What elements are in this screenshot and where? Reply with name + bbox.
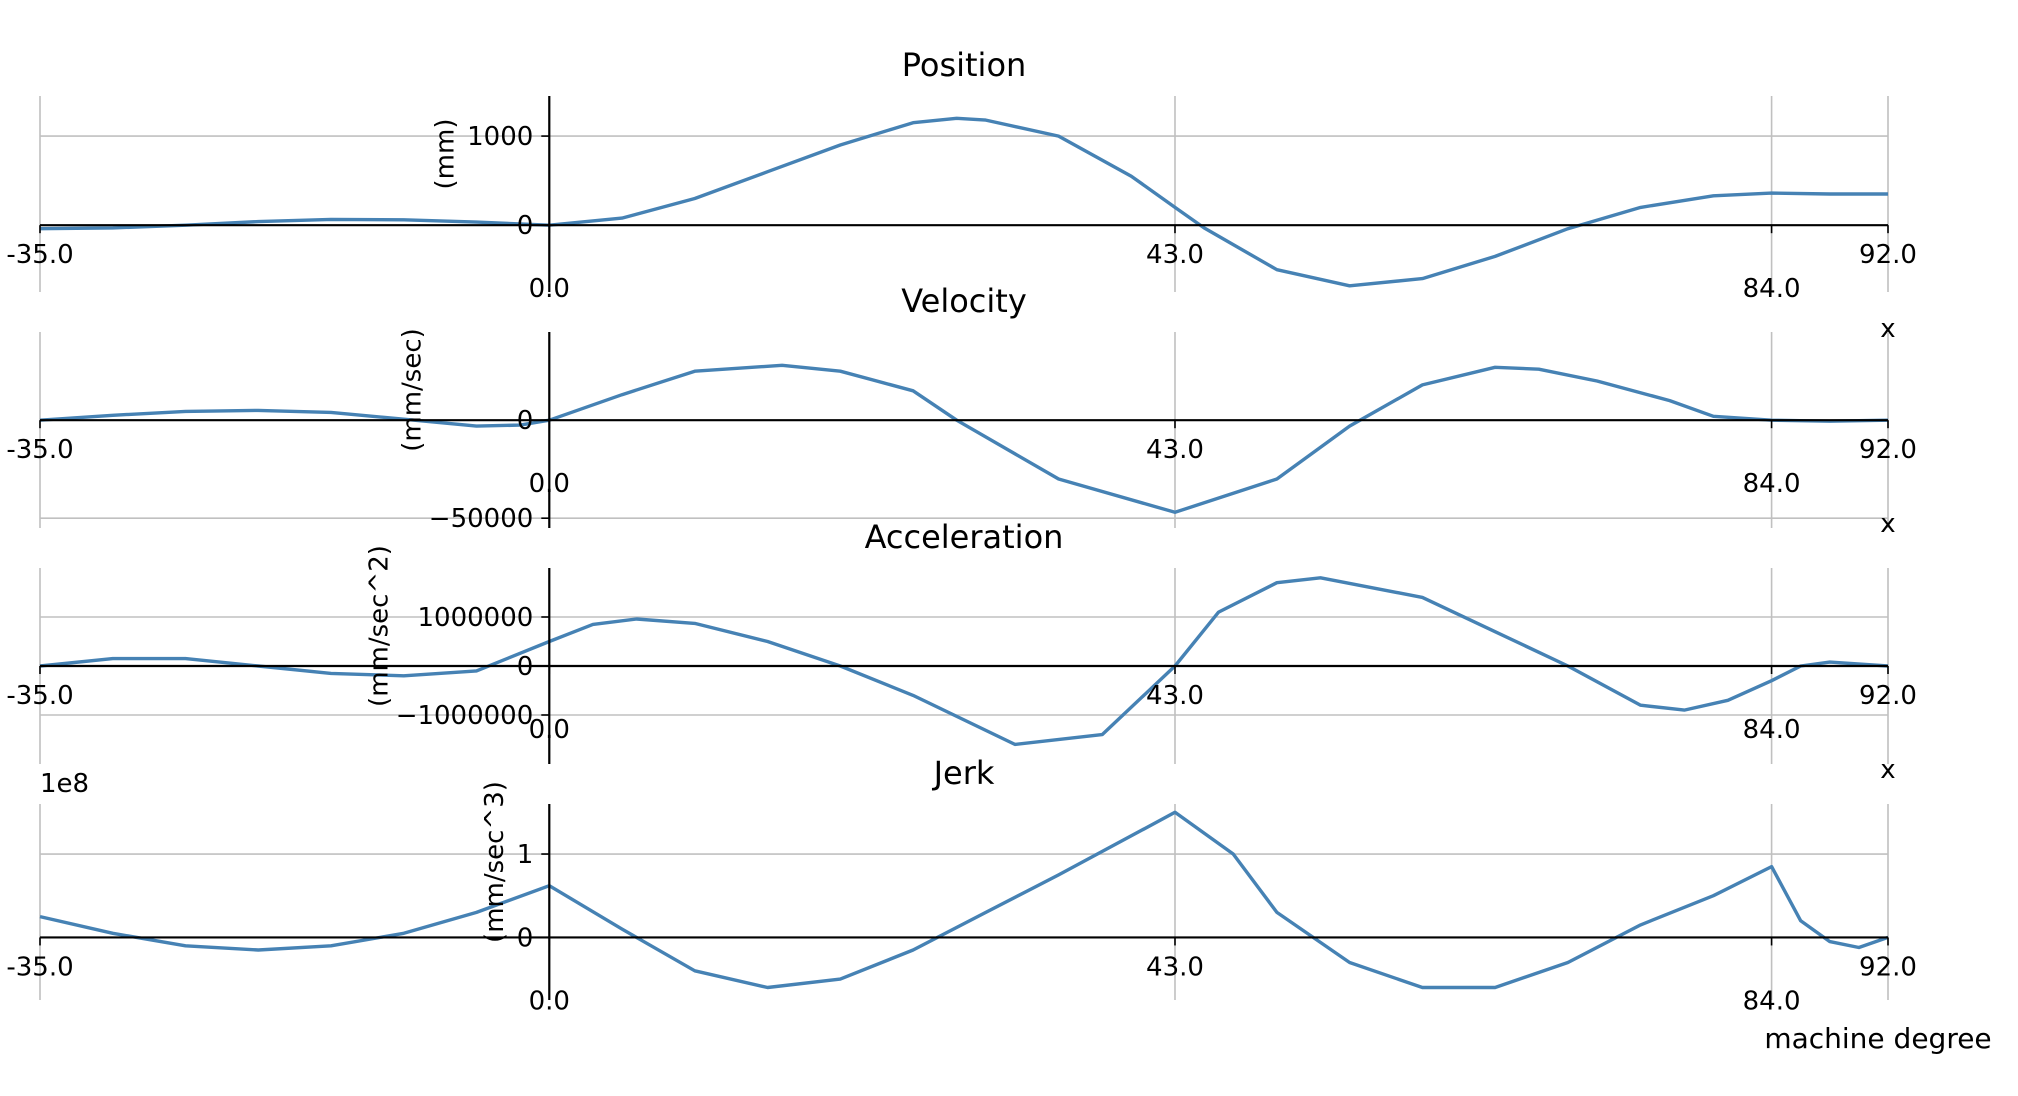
velocity-y-tick-label: 0	[517, 406, 534, 436]
position-x-tick-label: -35.0	[6, 240, 73, 270]
velocity-y-tick-label: −50000	[429, 504, 534, 534]
jerk-x-tick-label: -35.0	[6, 952, 73, 982]
acceleration-y-label: (mm/sec^2)	[364, 545, 394, 707]
position-y-tick-label: 1000	[467, 122, 533, 152]
velocity-x-tick-label: 0.0	[529, 469, 570, 499]
velocity-chart: -35.0 43.0 92.0 0.0 84.0 −50000 0 Velocity (mm/s…	[6, 282, 1917, 539]
position-y-label: (mm)	[430, 119, 460, 190]
velocity-x-tick-label: 84.0	[1743, 469, 1801, 499]
position-chart: -35.0 43.0 92.0 0.0 84.0 0 1000 Position (mm) x	[6, 46, 1917, 344]
acceleration-series-line	[39, 576, 1889, 747]
x-axis-label: machine degree	[1764, 1022, 1991, 1055]
velocity-x-tick-label: 43.0	[1146, 435, 1204, 465]
jerk-series-line	[39, 810, 1889, 990]
position-x-tick-label: 84.0	[1743, 274, 1801, 304]
jerk-y-label: (mm/sec^3)	[480, 781, 510, 943]
acceleration-x-tick-label: -35.0	[6, 681, 73, 711]
acceleration-x-tick-label: 84.0	[1743, 715, 1801, 745]
jerk-x-tick-label: 43.0	[1146, 952, 1204, 982]
position-x-tick-label: 92.0	[1859, 240, 1917, 270]
position-y-tick-label: 0	[517, 211, 534, 241]
acceleration-y-tick-label: 0	[517, 652, 534, 682]
jerk-chart: -35.0 43.0 92.0 0.0 84.0 0 1 Jerk (mm/sec^3) 1e8	[6, 754, 1917, 1016]
jerk-y-tick-label: 0	[517, 923, 534, 953]
jerk-x-tick-label: 84.0	[1743, 986, 1801, 1016]
acceleration-x-tick-label: 43.0	[1146, 681, 1204, 711]
velocity-series-line	[39, 363, 1889, 514]
acceleration-chart: -35.0 43.0 92.0 0.0 84.0 −1000000 0 1000000 Acce…	[6, 518, 1917, 785]
acceleration-x-axis-letter: x	[1880, 755, 1895, 785]
velocity-x-tick-label: 92.0	[1859, 435, 1917, 465]
acceleration-x-tick-label: 92.0	[1859, 681, 1917, 711]
position-title: Position	[902, 46, 1027, 84]
position-x-axis-letter: x	[1880, 314, 1895, 344]
acceleration-y-tick-label: −1000000	[396, 701, 534, 731]
jerk-title: Jerk	[932, 754, 995, 792]
acceleration-y-tick-label: 1000000	[417, 603, 533, 633]
velocity-x-tick-label: -35.0	[6, 435, 73, 465]
velocity-y-label: (mm/sec)	[397, 328, 427, 452]
velocity-x-axis-letter: x	[1880, 509, 1895, 539]
acceleration-x-tick-label: 0.0	[529, 715, 570, 745]
position-series-line	[39, 116, 1888, 288]
jerk-y-tick-label: 1	[517, 840, 534, 870]
jerk-x-tick-label: 92.0	[1859, 952, 1917, 982]
position-x-tick-label: 0.0	[529, 274, 570, 304]
velocity-title: Velocity	[901, 282, 1027, 320]
jerk-x-tick-label: 0.0	[529, 986, 570, 1016]
position-x-tick-label: 43.0	[1146, 240, 1204, 270]
acceleration-title: Acceleration	[865, 518, 1064, 556]
jerk-multiplier-label: 1e8	[40, 769, 89, 799]
